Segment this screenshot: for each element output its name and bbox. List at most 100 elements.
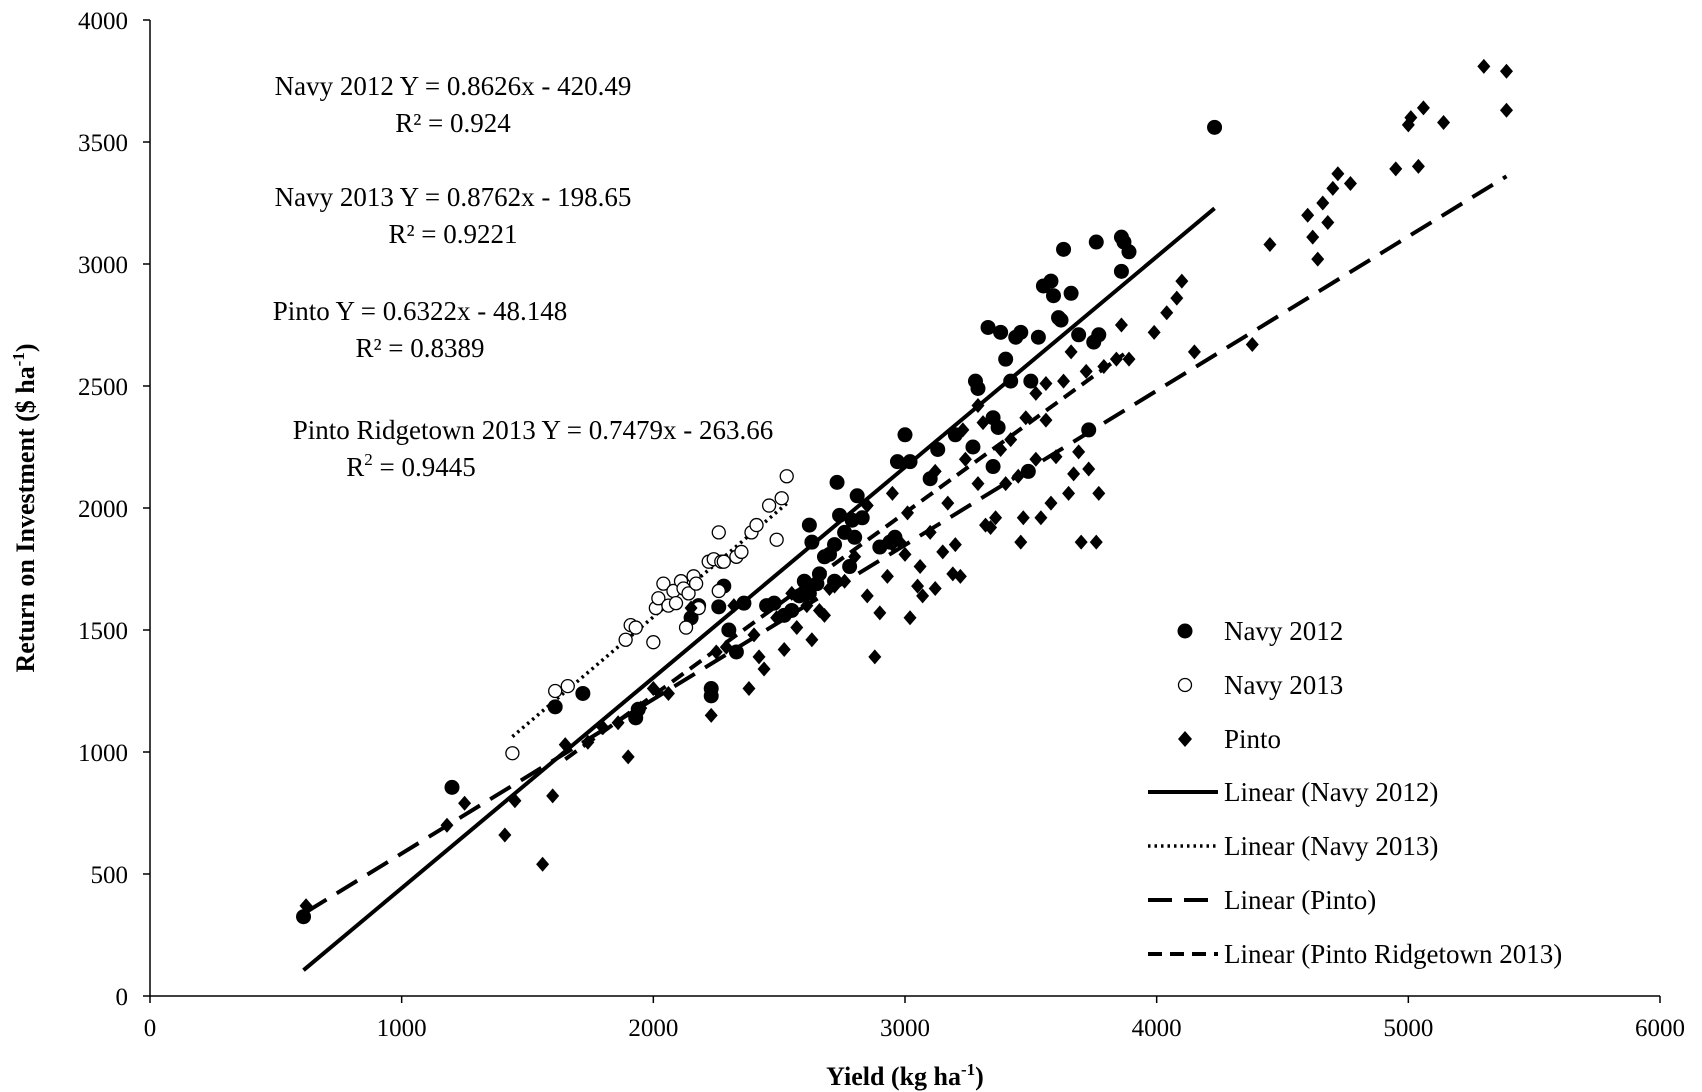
legend: Navy 2012 Navy 2013 Pinto Linear (Navy 2… xyxy=(1148,616,1562,969)
data-point-diamond xyxy=(880,568,894,584)
data-point-diamond xyxy=(646,681,660,697)
data-point-diamond xyxy=(1411,158,1425,174)
data-point-diamond xyxy=(299,898,313,914)
data-point-filled-circle xyxy=(1063,285,1079,301)
data-point-filled-circle xyxy=(811,566,827,582)
data-point-filled-circle xyxy=(985,459,1001,475)
data-point-open-circle xyxy=(678,620,694,635)
x-tick-label: 0 xyxy=(144,1015,157,1042)
data-point-open-circle xyxy=(749,517,764,533)
data-point-diamond xyxy=(1416,100,1430,116)
data-point-diamond xyxy=(911,578,925,594)
x-tick-label: 6000 xyxy=(1635,1015,1685,1042)
data-point-open-circle xyxy=(548,683,563,699)
ticks: 0 1000 2000 3000 4000 5000 6000 0 500 1000 1500 200… xyxy=(78,8,1685,1042)
data-point-diamond xyxy=(971,476,985,492)
data-point-diamond xyxy=(757,661,771,677)
x-tick-label: 1000 xyxy=(377,1015,427,1042)
data-point-diamond xyxy=(928,463,942,479)
data-point-diamond xyxy=(1039,376,1053,392)
data-point-diamond xyxy=(903,610,917,626)
data-point-filled-circle xyxy=(804,534,820,550)
data-point-diamond xyxy=(790,620,804,636)
data-point-filled-circle xyxy=(829,474,845,490)
data-point-filled-circle xyxy=(1071,327,1087,343)
data-point-diamond xyxy=(1089,534,1103,550)
legend-label: Navy 2013 xyxy=(1224,670,1343,700)
data-point-diamond xyxy=(1437,114,1451,130)
data-point-diamond xyxy=(581,734,595,750)
data-point-diamond xyxy=(805,632,819,648)
data-point-filled-circle xyxy=(827,537,843,553)
data-point-diamond xyxy=(958,451,972,467)
data-point-diamond xyxy=(1343,175,1357,191)
data-point-diamond xyxy=(848,549,862,565)
data-point-diamond xyxy=(868,649,882,665)
data-point-open-circle xyxy=(716,554,731,569)
data-point-filled-circle xyxy=(575,685,591,701)
x-tick-label: 2000 xyxy=(628,1015,678,1042)
data-point-diamond xyxy=(1306,229,1320,245)
equation-navy-2013: Navy 2013 Y = 0.8762x - 198.65 xyxy=(275,182,632,212)
data-point-open-circle xyxy=(656,576,671,591)
legend-label: Linear (Navy 2012) xyxy=(1224,777,1438,807)
data-point-filled-circle xyxy=(1056,241,1072,257)
trendline-long-dash xyxy=(304,174,1508,914)
data-point-filled-circle xyxy=(444,779,460,795)
data-point-diamond xyxy=(498,827,512,843)
r2-navy-2013: R² = 0.9221 xyxy=(388,219,517,249)
data-point-diamond xyxy=(661,685,675,701)
data-point-diamond xyxy=(994,441,1008,457)
data-point-filled-circle xyxy=(993,324,1009,340)
y-tick-label: 3000 xyxy=(78,252,128,279)
data-point-diamond xyxy=(800,598,814,614)
data-point-diamond xyxy=(1062,485,1076,501)
legend-item-linear-navy-2013: Linear (Navy 2013) xyxy=(1148,831,1438,861)
trendline-dotted xyxy=(511,502,788,738)
data-point-diamond xyxy=(536,856,550,872)
data-point-diamond xyxy=(817,607,831,623)
data-point-diamond xyxy=(1114,317,1128,333)
legend-marker-open-circle xyxy=(1177,677,1193,693)
data-point-diamond xyxy=(860,498,874,514)
legend-item-navy-2012: Navy 2012 xyxy=(1177,616,1343,646)
data-point-filled-circle xyxy=(1091,327,1107,343)
r2-navy-2012: R² = 0.924 xyxy=(395,108,511,138)
data-point-filled-circle xyxy=(1081,422,1097,438)
data-point-diamond xyxy=(752,649,766,665)
y-axis-title: Return on Investment ($ ha-1) xyxy=(9,343,40,672)
data-point-diamond xyxy=(928,581,942,597)
data-point-diamond xyxy=(777,642,791,658)
data-point-open-circle xyxy=(779,469,794,484)
data-point-filled-circle xyxy=(721,622,737,638)
data-point-filled-circle xyxy=(849,488,865,504)
data-point-diamond xyxy=(1029,451,1043,467)
data-point-diamond xyxy=(1321,215,1335,231)
data-point-diamond xyxy=(1263,236,1277,252)
y-tick-label: 1000 xyxy=(78,740,128,767)
data-point-diamond xyxy=(558,737,572,753)
data-point-filled-circle xyxy=(965,439,981,455)
x-tick-label: 4000 xyxy=(1132,1015,1182,1042)
data-point-diamond xyxy=(1034,510,1048,526)
data-point-filled-circle xyxy=(1053,312,1069,328)
data-point-diamond xyxy=(860,588,874,604)
data-points xyxy=(296,58,1513,925)
data-point-diamond xyxy=(1326,180,1340,196)
data-point-filled-circle xyxy=(970,380,986,396)
x-tick-label: 3000 xyxy=(880,1015,930,1042)
r2-pinto-ridgetown-2013: R2 = 0.9445 xyxy=(346,450,476,482)
trendline-dash xyxy=(564,352,1126,761)
legend-item-navy-2013: Navy 2013 xyxy=(1177,670,1343,700)
data-point-filled-circle xyxy=(703,688,719,704)
data-point-diamond xyxy=(634,700,648,716)
data-point-diamond xyxy=(1301,207,1315,223)
data-point-diamond xyxy=(1072,444,1086,460)
legend-item-linear-pinto: Linear (Pinto) xyxy=(1148,885,1376,915)
equation-pinto: Pinto Y = 0.6322x - 48.148 xyxy=(273,296,567,326)
data-point-diamond xyxy=(1082,461,1096,477)
data-point-open-circle xyxy=(711,583,726,599)
data-point-diamond xyxy=(1389,161,1403,177)
data-point-filled-circle xyxy=(930,441,946,457)
